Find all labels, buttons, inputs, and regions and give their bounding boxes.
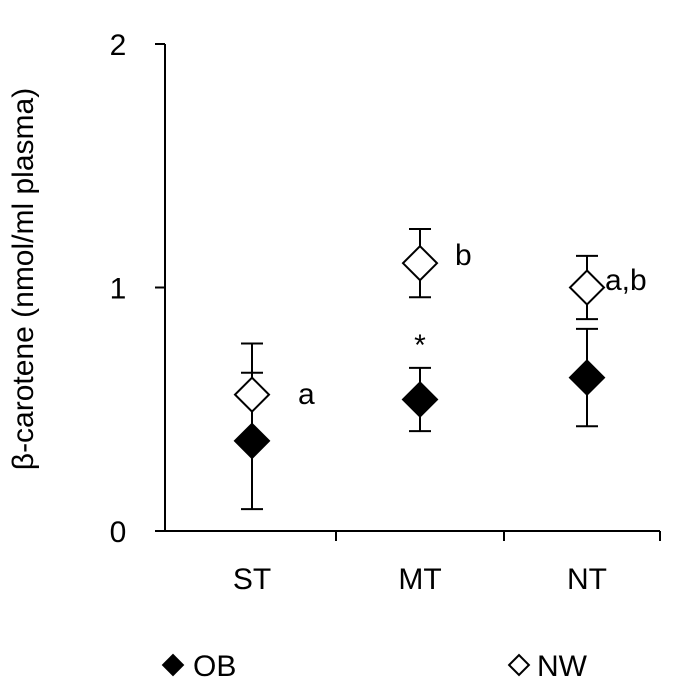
significance-star: * [414,329,426,362]
y-axis-label: β-carotene (nmol/ml plasma) [7,88,40,470]
group-letter: a,b [605,264,647,297]
annotations: a b a,b * [298,239,647,411]
marker-ob [401,381,439,418]
group-letter: b [455,239,472,272]
legend-item-ob: OB [161,650,236,683]
legend-item-nw: NW [507,650,588,683]
marker-nw [401,244,439,282]
x-category-label: NT [567,563,607,596]
marker-ob [233,422,271,460]
x-category-label: ST [233,563,271,596]
legend-nw-marker-icon [507,653,531,677]
markers [233,244,606,460]
y-tick-label: 2 [110,29,127,62]
marker-ob [568,359,606,397]
legend-ob-label: OB [193,650,236,683]
group-letter: a [298,378,315,411]
y-tick-label: 0 [110,516,127,549]
legend-ob-marker-icon [161,653,185,677]
y-tick-label: 1 [110,273,127,306]
y-ticks: 0 1 2 [110,29,165,549]
x-categories: ST MT NT [233,531,661,596]
marker-nw [568,269,606,306]
marker-nw [233,376,271,414]
legend: OB NW [161,650,588,683]
legend-nw-label: NW [537,650,588,683]
x-category-label: MT [398,563,441,596]
